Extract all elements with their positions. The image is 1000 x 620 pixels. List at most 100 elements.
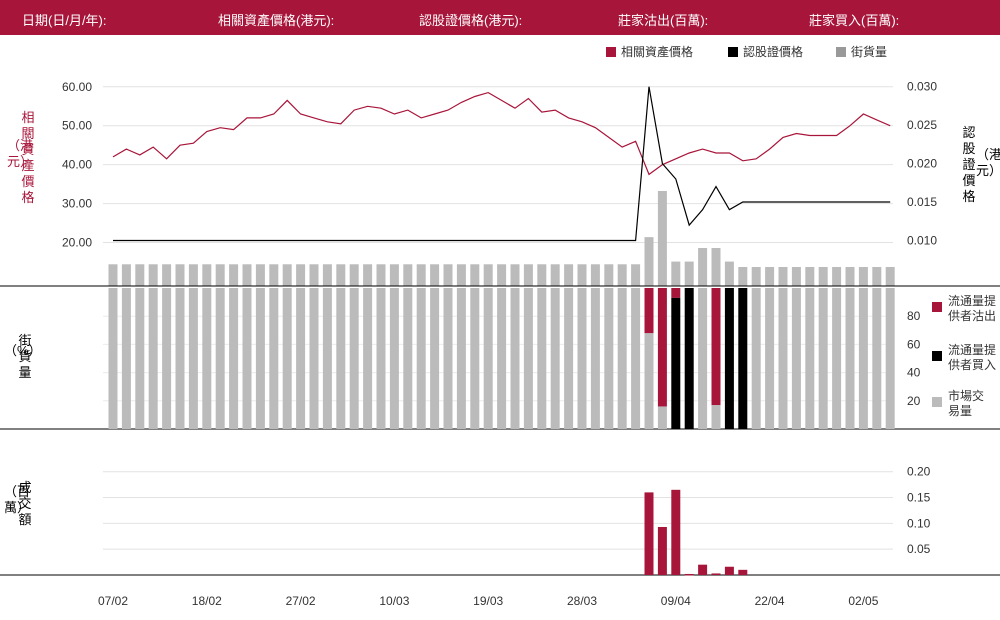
side-legend-sell-swatch [932,302,942,312]
market-volume-bar [832,288,842,429]
x-tick-label: 07/02 [98,594,128,608]
right-axis-title-warrant: 認股證價格（港元） [955,125,1000,205]
market-volume-bar [456,288,466,429]
lp-sell-bar [671,288,681,298]
market-volume-bar [751,288,761,429]
market-volume-bar [430,288,440,429]
bottom-axis-title: （百萬）成交額 [0,480,36,528]
outstanding-bar [765,267,775,286]
market-volume-bar [162,288,172,429]
left-tick-label: 20.00 [62,236,92,250]
market-volume-bar [778,288,788,429]
market-volume-bar [255,288,265,429]
outstanding-bar [175,264,185,286]
outstanding-bar [322,264,332,286]
side-legend-market-text: 市場交易量 [948,389,985,418]
market-volume-bar [791,288,801,429]
market-volume-bar [765,288,775,429]
x-tick-label: 02/05 [848,594,878,608]
bottom-char: 額 [18,512,32,527]
turnover-bar [738,569,748,575]
left-top-char: 格 [21,190,35,205]
right-tick-label: 0.025 [907,118,937,132]
turnover-bar [657,526,667,575]
outstanding-bar [456,264,466,286]
outstanding-bar [349,264,359,286]
bottom-tick-label: 0.20 [907,465,931,479]
market-volume-bar [845,288,855,429]
middle-char: 貨 [18,349,32,364]
lp-buy-bar [684,288,694,429]
middle-axis-title: （%）街貨量 [0,333,42,381]
legend-underlying: 相關資產價格 [606,43,693,60]
outstanding-bar [537,264,547,286]
outstanding-bar [523,264,533,286]
outstanding-bar [108,264,118,286]
market-volume-bar [242,288,252,429]
market-volume-bar [229,288,239,429]
right-tick-label: 0.010 [907,233,937,247]
market-volume-bar [818,288,828,429]
outstanding-bar [644,237,654,286]
legend-warrant-swatch [728,47,738,57]
outstanding-bar [590,264,600,286]
lp-sell-bar [644,288,654,334]
left-axis-title-text: 相關資產價格 [21,110,35,206]
outstanding-bar [389,264,399,286]
middle-char: 街 [18,333,32,348]
left-top-char: 相 [21,110,35,125]
market-volume-bar [631,288,641,429]
side-legend-buy-swatch [932,351,942,361]
turnover-bar [644,492,654,575]
outstanding-bar [872,267,882,286]
outstanding-bar [724,261,734,286]
market-volume-bar [872,288,882,429]
turnover-bar [684,573,694,576]
lp-sell-bar [657,288,667,407]
market-volume-bar [537,288,547,429]
x-tick-label: 10/03 [379,594,409,608]
outstanding-bar [657,191,667,286]
left-top-char: 產 [21,158,35,173]
outstanding-bar [376,264,386,286]
right-top-char: 認 [962,125,976,140]
turnover-bar [711,573,721,575]
market-volume-bar [858,288,868,429]
outstanding-bar [336,264,346,286]
side-legend-sell: 流通量提供者沽出 [932,294,1000,326]
left-axis-title-underlying: （港元）相關資產價格 [0,110,42,206]
outstanding-bar [229,264,239,286]
market-volume-bar [523,288,533,429]
market-volume-bar [202,288,212,429]
side-legend-market-swatch [932,397,942,407]
outstanding-bar [309,264,319,286]
lp-buy-bar [738,288,748,429]
outstanding-bar [751,267,761,286]
outstanding-bar [148,264,158,286]
x-tick-label: 19/03 [473,594,503,608]
market-volume-bar [550,288,560,429]
warrant-price-line [113,86,891,242]
outstanding-bar [550,264,560,286]
lp-buy-bar [724,288,734,429]
outstanding-bar [202,264,212,286]
right-top-char: 格 [962,189,976,204]
market-volume-bar [363,288,373,429]
market-volume-bar [148,288,158,429]
right-tick-label: 0.020 [907,157,937,171]
right-axis-title-text: 認股證價格 [962,125,976,205]
market-volume-bar [564,288,574,429]
market-volume-bar [711,405,721,429]
outstanding-bar [497,264,507,286]
side-legend-buy: 流通量提供者買入 [932,343,1000,375]
left-top-char: 關 [21,126,35,141]
outstanding-bar [564,264,574,286]
outstanding-bar [121,264,131,286]
outstanding-bar [818,267,828,286]
outstanding-bar [215,264,225,286]
market-volume-bar [269,288,279,429]
outstanding-bar [416,264,426,286]
outstanding-bar [135,264,145,286]
market-volume-bar [108,288,118,429]
